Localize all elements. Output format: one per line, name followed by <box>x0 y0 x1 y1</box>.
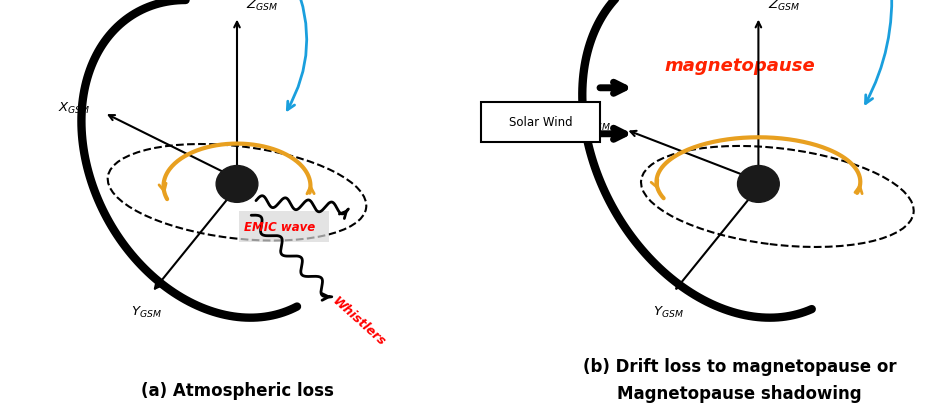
Circle shape <box>216 166 258 202</box>
Text: Solar Wind: Solar Wind <box>508 115 573 129</box>
Text: $X_{GSM}$: $X_{GSM}$ <box>58 101 90 116</box>
Text: Whistlers: Whistlers <box>330 295 388 349</box>
Text: (a) Atmospheric loss: (a) Atmospheric loss <box>140 382 334 400</box>
Text: EMIC wave: EMIC wave <box>244 221 316 234</box>
Text: $Z_{GSM}$: $Z_{GSM}$ <box>246 0 279 13</box>
Text: $Y_{GSM}$: $Y_{GSM}$ <box>653 305 684 320</box>
Circle shape <box>738 166 779 202</box>
FancyBboxPatch shape <box>481 102 599 142</box>
Text: magnetopause: magnetopause <box>664 57 815 75</box>
Text: Magnetopause shadowing: Magnetopause shadowing <box>617 385 862 403</box>
Text: $Z_{GSM}$: $Z_{GSM}$ <box>768 0 800 13</box>
Text: $Y_{GSM}$: $Y_{GSM}$ <box>132 305 162 320</box>
FancyBboxPatch shape <box>239 211 330 242</box>
Text: (b) Drift loss to magnetopause or: (b) Drift loss to magnetopause or <box>583 358 896 376</box>
Text: $X_{GSM}$: $X_{GSM}$ <box>579 118 611 133</box>
